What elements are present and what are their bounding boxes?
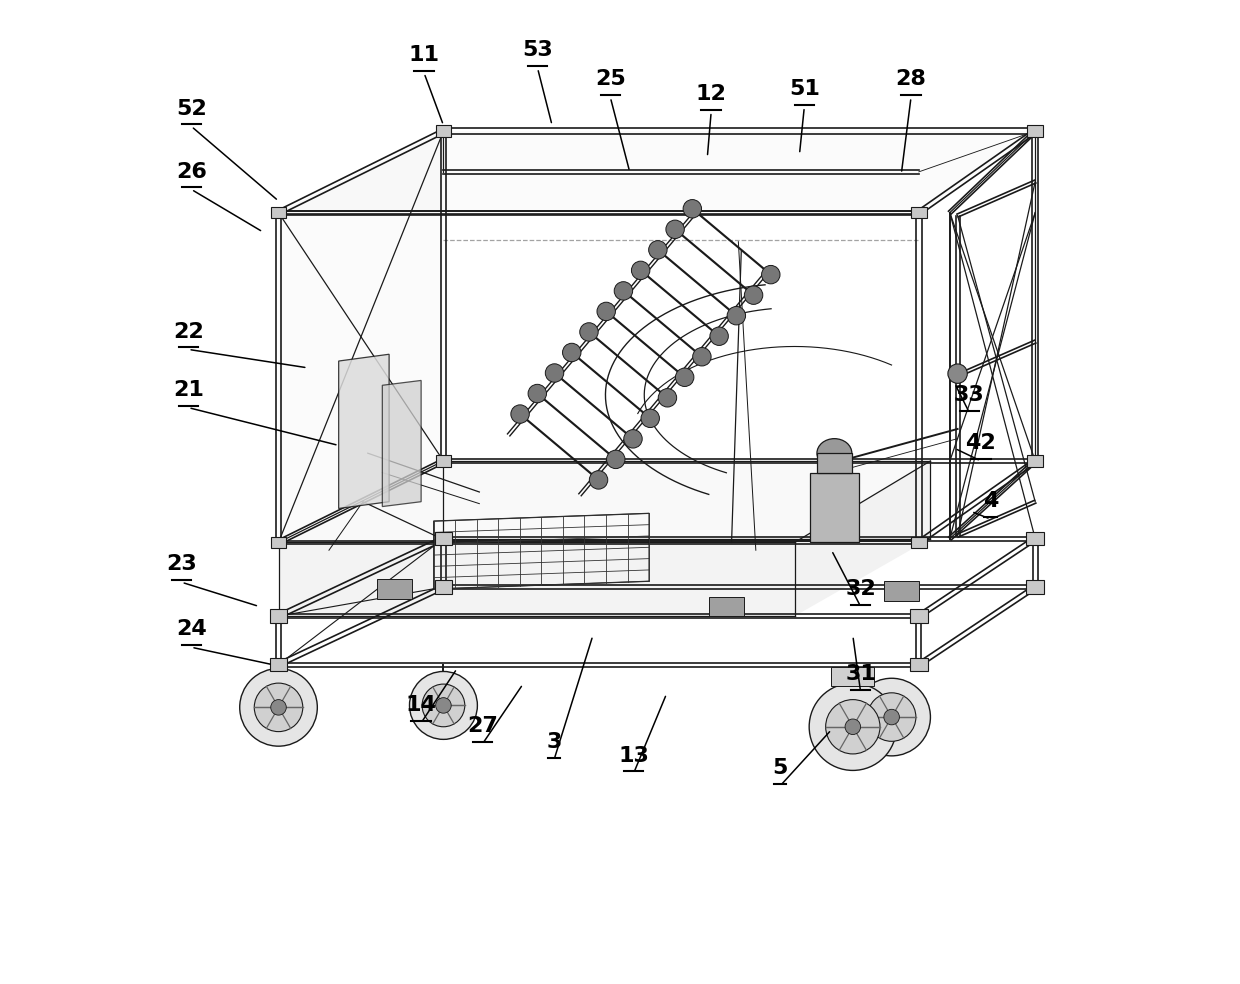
Text: 24: 24 xyxy=(176,620,207,640)
Circle shape xyxy=(624,430,642,448)
Bar xyxy=(435,531,453,545)
Text: 53: 53 xyxy=(522,40,553,60)
Circle shape xyxy=(761,266,780,283)
Circle shape xyxy=(810,683,897,770)
Text: 25: 25 xyxy=(595,70,626,90)
Text: 52: 52 xyxy=(176,98,207,118)
Circle shape xyxy=(846,719,861,734)
Text: 32: 32 xyxy=(846,579,875,598)
Bar xyxy=(435,581,453,594)
Circle shape xyxy=(614,281,632,300)
Circle shape xyxy=(649,241,667,259)
Circle shape xyxy=(254,683,303,732)
Text: 31: 31 xyxy=(846,664,875,684)
Circle shape xyxy=(711,327,728,345)
Bar xyxy=(1027,581,1044,594)
Polygon shape xyxy=(279,131,1035,213)
Circle shape xyxy=(435,698,451,713)
Bar xyxy=(1028,456,1043,466)
Text: 3: 3 xyxy=(547,732,562,752)
Circle shape xyxy=(641,409,660,427)
Circle shape xyxy=(270,700,286,715)
Circle shape xyxy=(744,286,763,304)
Text: 51: 51 xyxy=(789,79,820,99)
Circle shape xyxy=(884,709,899,725)
Circle shape xyxy=(546,364,564,382)
Bar xyxy=(435,125,451,137)
Bar xyxy=(435,456,451,466)
Text: 28: 28 xyxy=(895,70,926,90)
Circle shape xyxy=(589,470,608,489)
Bar xyxy=(377,580,413,598)
Text: 14: 14 xyxy=(405,695,436,715)
Text: 12: 12 xyxy=(696,84,727,104)
Circle shape xyxy=(676,368,694,387)
Circle shape xyxy=(683,200,702,218)
Bar xyxy=(832,666,874,686)
Circle shape xyxy=(511,404,529,423)
Bar xyxy=(810,472,858,542)
Bar xyxy=(910,609,928,623)
Circle shape xyxy=(693,347,711,366)
Text: 11: 11 xyxy=(408,45,439,65)
Bar xyxy=(270,609,288,623)
Bar xyxy=(884,582,919,600)
Text: 13: 13 xyxy=(619,746,649,766)
Polygon shape xyxy=(339,354,389,509)
Text: 21: 21 xyxy=(172,380,203,400)
Circle shape xyxy=(853,678,930,756)
Text: 33: 33 xyxy=(954,385,985,404)
Circle shape xyxy=(606,450,625,468)
Circle shape xyxy=(826,700,880,754)
Circle shape xyxy=(631,261,650,279)
Bar xyxy=(817,454,852,472)
Circle shape xyxy=(422,684,465,727)
Circle shape xyxy=(867,693,916,741)
Text: 5: 5 xyxy=(773,759,787,778)
Text: 27: 27 xyxy=(466,716,497,736)
Circle shape xyxy=(528,385,547,402)
Circle shape xyxy=(658,389,677,407)
Polygon shape xyxy=(279,131,444,542)
Circle shape xyxy=(947,364,967,384)
Text: 23: 23 xyxy=(166,554,197,575)
Text: 26: 26 xyxy=(176,161,207,182)
Polygon shape xyxy=(279,542,795,616)
Circle shape xyxy=(239,668,317,746)
Circle shape xyxy=(666,220,684,238)
Bar xyxy=(911,207,926,218)
Polygon shape xyxy=(795,461,930,616)
Bar xyxy=(1027,531,1044,545)
Text: 22: 22 xyxy=(172,322,203,341)
Polygon shape xyxy=(279,461,930,542)
Text: 4: 4 xyxy=(983,491,998,512)
Bar xyxy=(709,596,744,616)
Text: 42: 42 xyxy=(966,433,996,454)
Bar xyxy=(270,536,286,548)
Polygon shape xyxy=(382,381,422,507)
Ellipse shape xyxy=(817,439,852,467)
Bar xyxy=(910,658,928,671)
Circle shape xyxy=(580,323,598,341)
Bar xyxy=(911,536,926,548)
Bar xyxy=(1028,125,1043,137)
Circle shape xyxy=(596,302,615,321)
Bar xyxy=(270,658,288,671)
Circle shape xyxy=(727,306,745,325)
Circle shape xyxy=(563,343,582,362)
Bar xyxy=(270,207,286,218)
Circle shape xyxy=(409,671,477,739)
